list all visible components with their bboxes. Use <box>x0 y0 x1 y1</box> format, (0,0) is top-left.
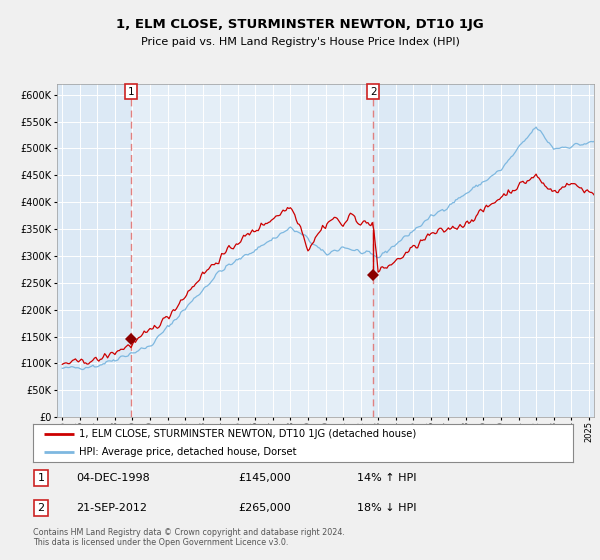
Text: 1: 1 <box>128 87 134 97</box>
Bar <box>131 84 373 417</box>
Text: 21-SEP-2012: 21-SEP-2012 <box>76 503 147 514</box>
Text: 14% ↑ HPI: 14% ↑ HPI <box>357 473 416 483</box>
Text: Contains HM Land Registry data © Crown copyright and database right 2024.
This d: Contains HM Land Registry data © Crown c… <box>33 528 345 548</box>
Text: 2: 2 <box>370 87 377 97</box>
Text: 2: 2 <box>38 503 44 514</box>
Text: £145,000: £145,000 <box>238 473 291 483</box>
Text: 1: 1 <box>38 473 44 483</box>
Text: Price paid vs. HM Land Registry's House Price Index (HPI): Price paid vs. HM Land Registry's House … <box>140 37 460 47</box>
Text: 1, ELM CLOSE, STURMINSTER NEWTON, DT10 1JG: 1, ELM CLOSE, STURMINSTER NEWTON, DT10 1… <box>116 18 484 31</box>
Text: 18% ↓ HPI: 18% ↓ HPI <box>357 503 416 514</box>
Text: HPI: Average price, detached house, Dorset: HPI: Average price, detached house, Dors… <box>79 447 296 458</box>
Text: 1, ELM CLOSE, STURMINSTER NEWTON, DT10 1JG (detached house): 1, ELM CLOSE, STURMINSTER NEWTON, DT10 1… <box>79 429 416 439</box>
Text: £265,000: £265,000 <box>238 503 291 514</box>
Text: 04-DEC-1998: 04-DEC-1998 <box>76 473 150 483</box>
